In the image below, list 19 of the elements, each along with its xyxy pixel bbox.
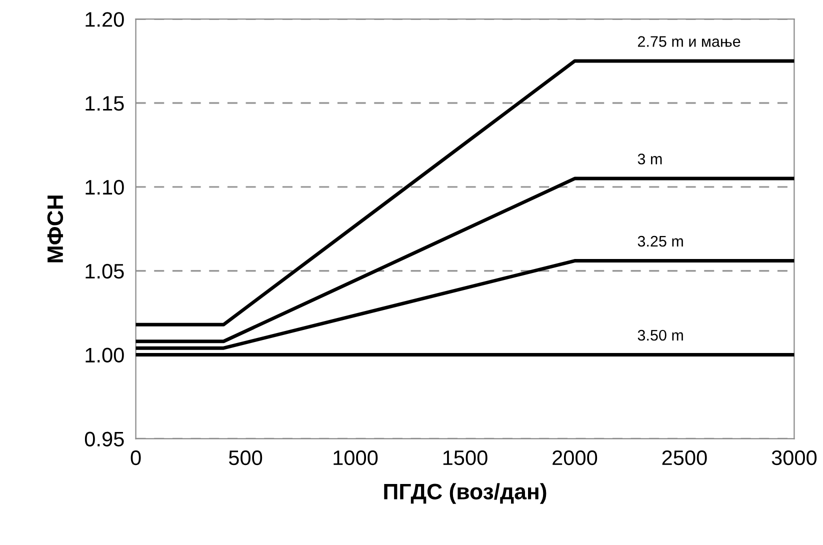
x-tick-label: 2000 [552,450,598,466]
y-tick-label: 0.95 [84,432,124,446]
series-label: 3 m [638,154,662,164]
y-tick-label: 1.15 [86,96,124,111]
x-axis-title: ПГДС (воз/дан) [384,483,546,504]
series-label: 2.75 m и мање [638,36,740,47]
y-tick-label: 1.10 [86,180,124,195]
x-tick-label: 1500 [443,450,488,466]
x-tick-label: 500 [228,450,262,466]
x-tick-label: 1000 [334,450,378,466]
y-tick-label: 1.05 [86,264,124,279]
x-tick-label: 3000 [772,450,817,466]
y-tick-label: 1.20 [86,12,124,27]
x-tick-label: 0 [130,450,141,466]
series-label: 3.25 m [638,236,683,247]
series-label: 3.50 m [638,330,683,341]
y-tick-label: 1.00 [86,348,124,363]
y-axis-title: МФСН [47,196,64,262]
x-tick-label: 2500 [662,450,707,466]
